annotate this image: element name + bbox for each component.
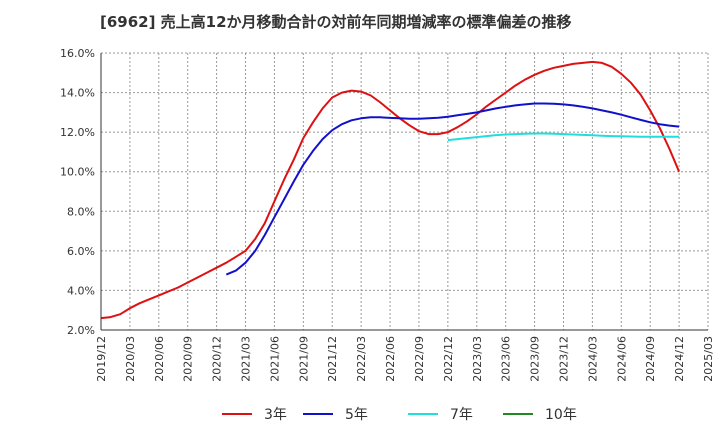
x-tick-label: 2021/06 xyxy=(268,336,281,382)
y-tick-label: 2.0% xyxy=(67,324,95,337)
grid xyxy=(101,52,709,330)
series-line xyxy=(225,102,680,276)
legend: 3年 5年 7年 10年 xyxy=(222,407,577,423)
x-tick-label: 2021/03 xyxy=(240,336,253,382)
y-tick-label: 4.0% xyxy=(67,284,95,297)
x-tick-label: 2024/12 xyxy=(673,336,686,382)
x-tick-label: 2020/12 xyxy=(211,336,224,382)
x-tick-label: 2021/12 xyxy=(326,336,339,382)
plot-area xyxy=(101,53,708,330)
x-tick-labels: 2019/12 2020/03 2020/06 2020/09 2020/12 2021/… xyxy=(95,336,715,382)
y-tick-label: 14.0% xyxy=(60,87,95,100)
y-tick-label: 10.0% xyxy=(60,166,95,179)
x-tick-label: 2019/12 xyxy=(95,336,108,382)
legend-label: 7年 xyxy=(450,407,473,423)
x-tick-label: 2024/03 xyxy=(586,336,599,382)
y-tick-label: 16.0% xyxy=(60,47,95,60)
x-tick-label: 2025/03 xyxy=(702,336,715,382)
legend-label: 5年 xyxy=(345,407,368,423)
x-tick-label: 2023/12 xyxy=(557,336,570,382)
legend-label: 3年 xyxy=(264,407,287,423)
y-tick-labels: 2.0% 4.0% 6.0% 8.0% 10.0% 12.0% 14.0% 16.0% xyxy=(60,47,95,337)
x-tick-label: 2020/09 xyxy=(182,336,195,382)
x-tick-label: 2022/06 xyxy=(384,336,397,382)
x-tick-label: 2023/09 xyxy=(529,336,542,382)
x-tick-label: 2022/03 xyxy=(355,336,368,382)
x-tick-label: 2021/09 xyxy=(297,336,310,382)
x-tick-label: 2020/03 xyxy=(124,336,137,382)
x-tick-label: 2023/03 xyxy=(471,336,484,382)
series-line xyxy=(100,60,681,320)
x-tick-label: 2022/09 xyxy=(413,336,426,382)
series-line xyxy=(447,132,680,142)
x-tick-label: 2024/06 xyxy=(615,336,628,382)
x-tick-label: 2023/06 xyxy=(500,336,513,382)
y-tick-label: 6.0% xyxy=(67,245,95,258)
x-tick-label: 2022/12 xyxy=(442,336,455,382)
x-tick-label: 2020/06 xyxy=(153,336,166,382)
y-tick-label: 12.0% xyxy=(60,126,95,139)
series-lines xyxy=(100,60,681,320)
x-tick-label: 2024/09 xyxy=(644,336,657,382)
legend-label: 10年 xyxy=(545,407,577,423)
chart-title: [6962] 売上高12か月移動合計の対前年同期増減率の標準偏差の推移 xyxy=(100,13,572,31)
y-tick-label: 8.0% xyxy=(67,205,95,218)
